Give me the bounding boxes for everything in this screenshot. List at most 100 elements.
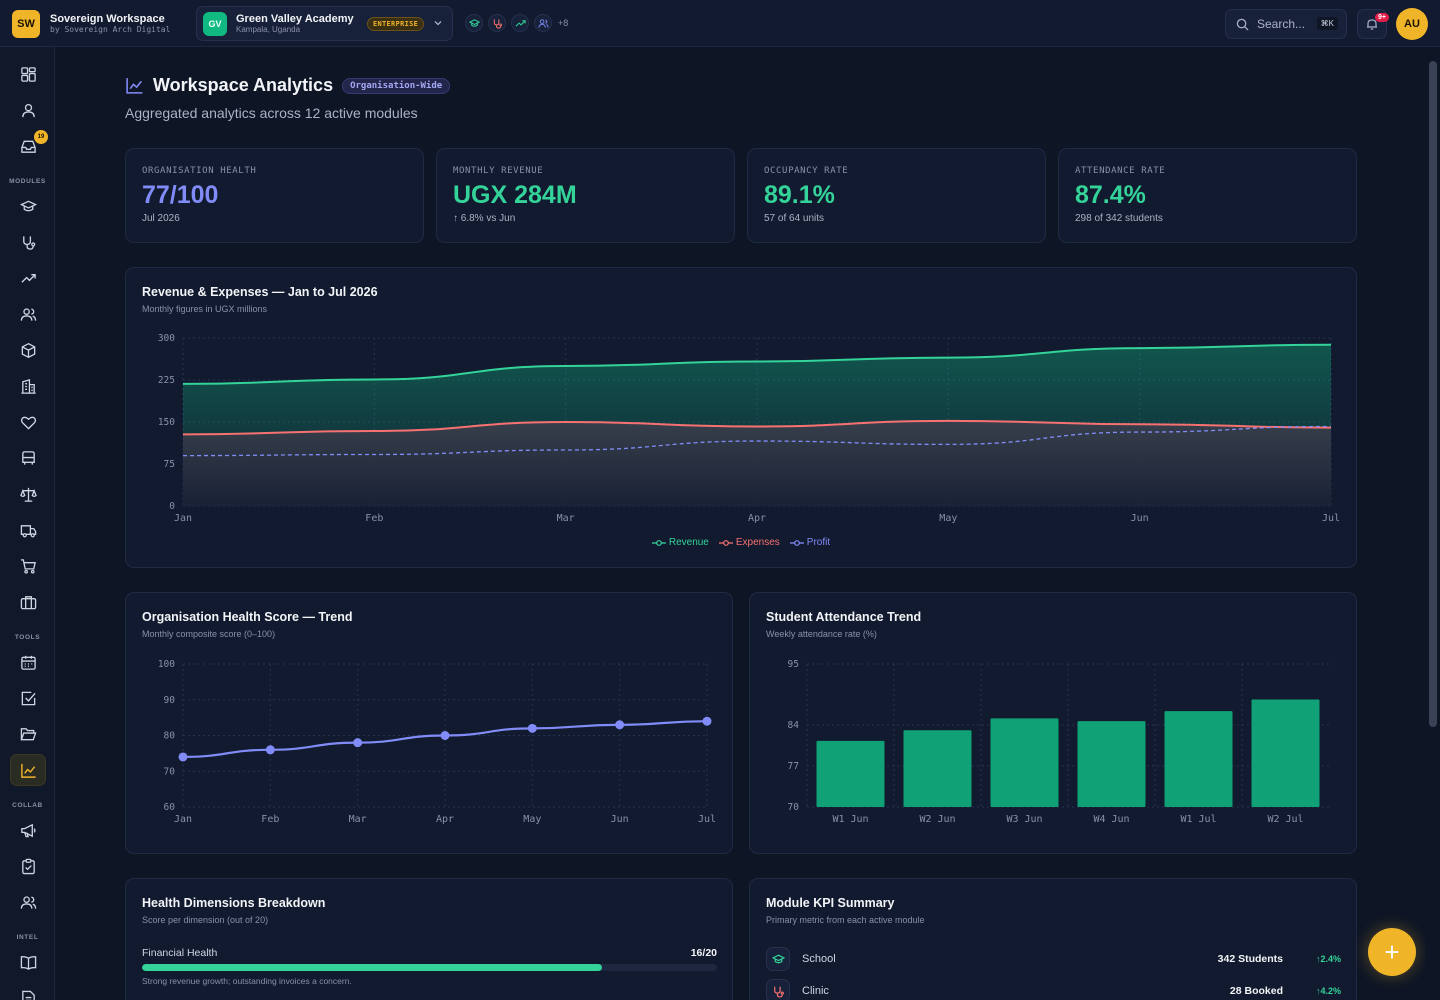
legend-label: Revenue [668, 537, 709, 548]
sidebar-item-retail[interactable] [10, 550, 46, 582]
sidebar-item-files[interactable] [10, 718, 46, 750]
y-tick-label: 150 [158, 417, 175, 428]
scrollbar[interactable] [1426, 47, 1440, 1000]
card-subtitle: Score per dimension (out of 20) [142, 915, 269, 925]
search-shortcut: ⌘K [1316, 17, 1338, 30]
kpi-label: ORGANISATION HEALTH [142, 166, 257, 176]
sidebar-item-logistics[interactable] [10, 514, 46, 546]
card-subtitle: Monthly composite score (0–100) [142, 629, 276, 639]
health-dimensions-card: Health Dimensions Breakdown Score per di… [125, 878, 733, 1000]
bar [816, 740, 885, 807]
dimension-note: Strong revenue growth; outstanding invoi… [142, 976, 352, 986]
sidebar-item-hr[interactable] [10, 298, 46, 330]
legend-label: Expenses [735, 537, 780, 548]
workspace-location: Kampala, Uganda [236, 24, 301, 34]
legend-item-profit[interactable]: Profit [789, 537, 830, 548]
workspace-avatar: GV [203, 11, 227, 36]
dimension-score: 16/20 [690, 947, 717, 959]
check-square-icon [21, 691, 36, 705]
line-chart-icon [20, 763, 36, 778]
grid-icon [20, 66, 36, 82]
sidebar-item-profile[interactable] [10, 94, 46, 126]
dimension-name: Financial Health [142, 947, 218, 959]
x-tick-label: Jul [698, 814, 716, 825]
sidebar-section-modules: MODULES [9, 178, 46, 185]
legend-item-expenses[interactable]: Expenses [718, 537, 780, 548]
y-tick-label: 225 [158, 375, 175, 386]
workspace-switcher[interactable]: GV Green Valley Academy Kampala, Uganda … [196, 6, 453, 41]
x-tick-label: Mar [349, 814, 367, 825]
sidebar-item-checklists[interactable] [10, 850, 46, 882]
module-delta: ↑2.4% [1315, 954, 1341, 964]
y-tick-label: 75 [164, 459, 175, 470]
data-point [615, 720, 625, 730]
data-point [527, 723, 537, 733]
kpi-value: 77/100 [142, 181, 219, 209]
graduation-cap-icon[interactable] [465, 14, 483, 32]
card-title: Revenue & Expenses — Jan to Jul 2026 [142, 285, 378, 299]
brand-logo: SW [12, 10, 40, 38]
sidebar-item-finance[interactable] [10, 262, 46, 294]
megaphone-icon [20, 823, 36, 837]
sidebar-item-inbox[interactable]: 19 [10, 130, 48, 162]
module-kpi-row-school[interactable]: School 342 Students ↑2.4% [766, 947, 1341, 971]
card-title: Student Attendance Trend [766, 610, 922, 624]
data-point [178, 752, 188, 762]
bar [1251, 699, 1320, 807]
card-title: Module KPI Summary [766, 896, 895, 910]
module-kpi-row-clinic[interactable]: Clinic 28 Booked ↑4.2% [766, 979, 1341, 1000]
kpi-card-attendance-rate: ATTENDANCE RATE 87.4% 298 of 342 student… [1058, 148, 1357, 243]
brand[interactable]: SW Sovereign Workspace by Sovereign Arch… [12, 10, 170, 38]
notifications-button[interactable]: 9+ [1357, 9, 1389, 39]
scrollbar-thumb[interactable] [1429, 61, 1437, 727]
sidebar-item-announcements[interactable] [10, 814, 46, 846]
search-input[interactable]: Search... ⌘K [1225, 9, 1347, 39]
scope-tag: Organisation-Wide [342, 77, 451, 94]
kpi-note: 298 of 342 students [1075, 213, 1163, 224]
sidebar-item-analytics[interactable] [10, 754, 46, 786]
shopping-cart-icon [20, 558, 36, 574]
stethoscope-icon[interactable] [488, 14, 506, 32]
card-subtitle: Primary metric from each active module [766, 915, 925, 925]
y-tick-label: 300 [158, 333, 175, 344]
users-icon[interactable] [534, 14, 552, 32]
sidebar-item-inventory[interactable] [10, 334, 46, 366]
x-tick-label: W4 Jun [1093, 814, 1129, 825]
sidebar-item-dashboard[interactable] [10, 58, 46, 90]
series-line-expenses [182, 419, 1332, 436]
x-tick-label: Jul [1322, 513, 1340, 524]
sidebar-item-tasks[interactable] [10, 682, 46, 714]
sidebar-item-reports[interactable] [10, 982, 46, 1000]
sidebar-item-clinic[interactable] [10, 226, 46, 258]
sidebar-item-legal[interactable] [10, 478, 46, 510]
sidebar-item-wellness[interactable] [10, 406, 46, 438]
sidebar-item-property[interactable] [10, 370, 46, 402]
x-tick-label: Jun [611, 814, 629, 825]
kpi-value: 87.4% [1075, 181, 1146, 209]
trending-up-icon[interactable] [511, 14, 529, 32]
scale-icon [19, 487, 37, 502]
kpi-label: OCCUPANCY RATE [764, 166, 849, 176]
sidebar-item-knowledge[interactable] [10, 946, 46, 978]
chevron-down-icon [434, 21, 442, 26]
sidebar-item-school[interactable] [10, 190, 46, 222]
sidebar-section-tools: TOOLS [14, 634, 41, 641]
revenue-expenses-card: Revenue & Expenses — Jan to Jul 2026 Mon… [125, 267, 1357, 568]
legend-item-revenue[interactable]: Revenue [651, 537, 709, 548]
data-point [265, 745, 275, 755]
attendance-trend-chart: 70 77 84 95 W1 Jun W2 Jun W3 Jun W4 Jun W1 Jul W2… [788, 659, 1329, 825]
module-delta: ↑4.2% [1315, 986, 1341, 996]
sidebar-item-transport[interactable] [10, 442, 46, 474]
card-title: Health Dimensions Breakdown [142, 896, 326, 910]
users-icon [20, 895, 36, 909]
card-title: Organisation Health Score — Trend [142, 610, 353, 624]
sidebar-item-team[interactable] [10, 886, 46, 918]
sidebar-item-business[interactable] [10, 586, 46, 618]
dimension-progress-fill [142, 964, 602, 971]
sidebar-item-calendar[interactable] [10, 646, 46, 678]
user-avatar[interactable]: AU [1396, 8, 1428, 40]
more-modules-count[interactable]: +8 [558, 18, 569, 28]
add-button[interactable]: + [1368, 928, 1416, 976]
trending-up-icon [20, 273, 36, 283]
kpi-note: 57 of 64 units [764, 213, 825, 224]
